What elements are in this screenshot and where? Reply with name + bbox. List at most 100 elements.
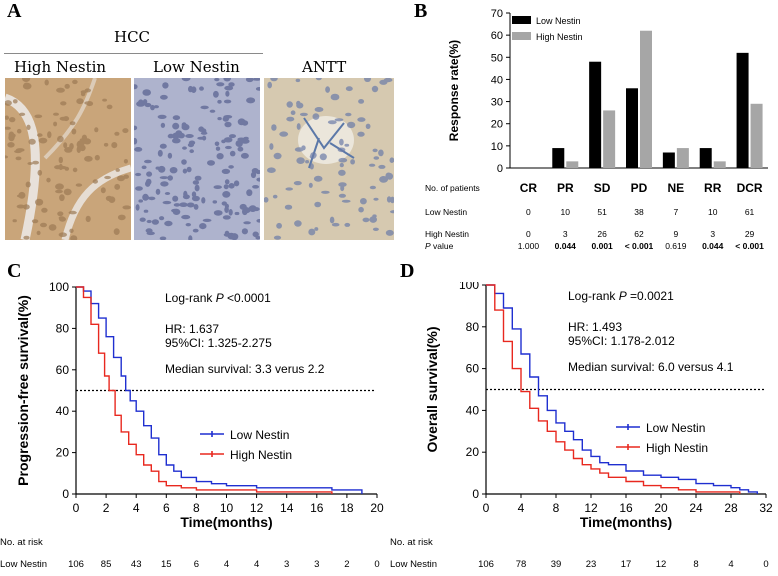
high-nestin-count: 29: [745, 229, 755, 239]
bar-low-nestin: [662, 152, 675, 168]
y-tick-label: 30: [491, 97, 503, 109]
x-tick-label: 2: [103, 501, 110, 515]
panel-d-letter: D: [400, 260, 415, 282]
low-nestin-count: 0: [526, 207, 531, 217]
row-label-high-nestin: High Nestin: [425, 229, 469, 239]
y-tick-label: 40: [56, 404, 70, 418]
panel-b-letter: B: [414, 0, 428, 22]
y-tick-label: 60: [56, 363, 70, 377]
risk-row-label-low: Low Nestin: [0, 559, 47, 570]
risk-count: 3: [284, 559, 289, 570]
risk-count: 8: [693, 559, 698, 570]
low-nestin-count: 7: [673, 207, 678, 217]
confidence-interval-text: 95%CI: 1.325-2.275: [165, 336, 272, 350]
low-nestin-image-label: Low Nestin: [153, 58, 240, 76]
low-nestin-count: 61: [745, 207, 755, 217]
y-tick-label: 100: [49, 282, 69, 294]
legend-label-high: High Nestin: [536, 32, 583, 42]
x-tick-label: 4: [518, 501, 525, 515]
hcc-bracket-line: [4, 53, 263, 54]
y-tick-label: 80: [466, 320, 480, 334]
legend-label-low: Low Nestin: [536, 16, 581, 26]
high-nestin-survival-curve: [76, 286, 333, 494]
antt-tissue-image: [264, 78, 394, 240]
risk-count: 15: [161, 559, 172, 570]
no-at-risk-label: No. at risk: [0, 537, 43, 548]
hazard-ratio-text: HR: 1.637: [165, 322, 219, 336]
low-nestin-count: 10: [561, 207, 571, 217]
p-value: 0.619: [665, 241, 687, 250]
legend-label-high: High Nestin: [646, 441, 708, 455]
category-label: PR: [557, 181, 574, 195]
legend-label-low: Low Nestin: [230, 428, 289, 442]
category-label: PD: [631, 181, 648, 195]
y-tick-label: 10: [491, 141, 503, 153]
p-value: 0.044: [555, 241, 577, 250]
y-tick-label: 100: [459, 282, 479, 292]
x-tick-label: 6: [163, 501, 170, 515]
risk-count: 106: [68, 559, 84, 570]
risk-count: 3: [314, 559, 319, 570]
hcc-label: HCC: [114, 28, 151, 46]
p-value-row-label: P value: [425, 241, 454, 250]
x-tick-label: 10: [220, 501, 234, 515]
row-label-low-nestin: Low Nestin: [425, 207, 467, 217]
x-axis-title: Time(months): [580, 514, 672, 530]
y-axis-title: Response rate(%): [447, 40, 461, 141]
risk-count: 17: [621, 559, 632, 570]
risk-count: 4: [254, 559, 259, 570]
x-tick-label: 28: [724, 501, 738, 515]
y-tick-label: 20: [491, 119, 503, 131]
logrank-annotation: Log-rank P =0.0021: [568, 289, 674, 303]
bar-high-nestin: [603, 110, 616, 168]
confidence-interval-text: 95%CI: 1.178-2.012: [568, 334, 675, 348]
low-nestin-survival-curve: [486, 284, 758, 494]
x-tick-label: 12: [584, 501, 598, 515]
low-nestin-survival-curve: [76, 286, 363, 494]
y-tick-label: 0: [472, 487, 479, 501]
risk-count: 106: [478, 559, 494, 570]
patients-header-label: No. of patients: [425, 183, 480, 193]
low-nestin-count: 38: [634, 207, 644, 217]
bar-low-nestin: [736, 52, 749, 168]
panel-a-letter: A: [7, 0, 22, 22]
y-tick-label: 40: [466, 403, 480, 417]
bar-low-nestin: [699, 148, 712, 168]
panel-c-letter: C: [7, 260, 22, 282]
x-tick-label: 12: [250, 501, 264, 515]
p-value: 0.044: [702, 241, 724, 250]
x-tick-label: 20: [370, 501, 384, 515]
p-value: 0.001: [592, 241, 614, 250]
low-nestin-count: 10: [708, 207, 718, 217]
risk-count: 39: [551, 559, 562, 570]
category-label: RR: [704, 181, 722, 195]
category-label: NE: [668, 181, 685, 195]
y-tick-label: 20: [56, 446, 70, 460]
category-label: DCR: [737, 181, 763, 195]
bar-high-nestin: [640, 30, 652, 169]
x-tick-label: 16: [619, 501, 633, 515]
p-value: 1.000: [518, 241, 540, 250]
high-nestin-image-label: High Nestin: [14, 58, 107, 76]
bar-low-nestin: [552, 148, 565, 168]
y-tick-label: 70: [491, 8, 503, 20]
bar-low-nestin: [626, 88, 638, 168]
risk-count: 43: [131, 559, 142, 570]
x-tick-label: 14: [280, 501, 294, 515]
risk-count: 78: [516, 559, 527, 570]
x-tick-label: 24: [689, 501, 703, 515]
antt-image-label: ANTT: [302, 58, 347, 76]
y-tick-label: 0: [497, 163, 503, 175]
y-tick-label: 60: [491, 30, 503, 42]
x-tick-label: 20: [654, 501, 668, 515]
bar-low-nestin: [589, 61, 602, 168]
category-label: SD: [594, 181, 611, 195]
p-value: < 0.001: [735, 241, 764, 250]
y-axis-title: Progression-free survival(%): [15, 295, 31, 486]
no-at-risk-label: No. at risk: [390, 537, 433, 548]
legend-label-low: Low Nestin: [646, 421, 705, 435]
x-tick-label: 16: [310, 501, 324, 515]
